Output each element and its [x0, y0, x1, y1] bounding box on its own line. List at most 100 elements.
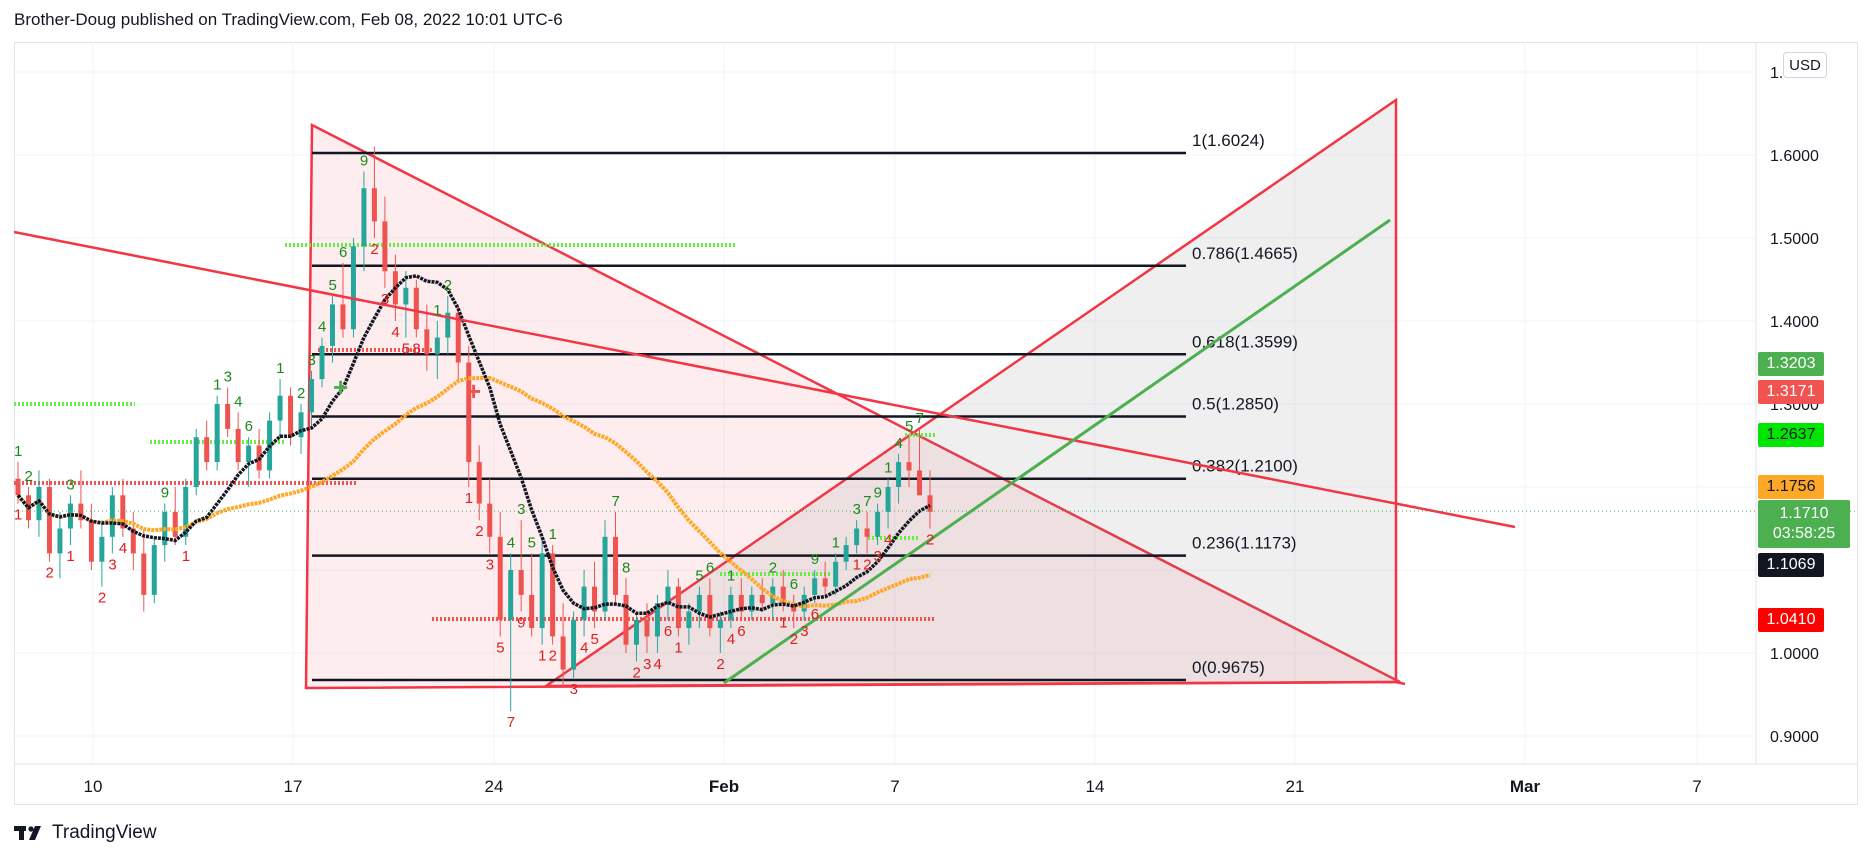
candle-body	[172, 511, 178, 537]
candle-body	[770, 586, 776, 604]
price-tag-4: 1.1756	[1758, 475, 1824, 499]
candle-body	[854, 528, 860, 546]
downtrend-line	[13, 230, 1516, 529]
candle-body	[654, 603, 660, 637]
count-label-red: 3	[108, 556, 116, 573]
time-tick-label: Feb	[709, 777, 739, 796]
fib-level-label: 0.786(1.4665)	[1192, 244, 1298, 263]
count-label-green: 5	[905, 418, 913, 435]
price-tick-label: 0.9000	[1770, 729, 1819, 746]
count-label-red: 4	[884, 532, 892, 549]
candle-body	[99, 536, 105, 562]
count-label-red: 2	[926, 532, 934, 549]
bar-countdown: 03:58:25	[1772, 525, 1836, 542]
candle-body	[571, 619, 577, 670]
candle-body	[382, 221, 388, 272]
time-tick-label: 14	[1086, 777, 1105, 796]
candle-body	[581, 586, 587, 620]
price-tag-6: 1.1069	[1758, 553, 1824, 577]
count-label-red: 4	[653, 656, 661, 673]
cross-marker-green: +	[333, 372, 348, 402]
candle-body	[424, 329, 430, 355]
candle-body	[487, 503, 493, 537]
price-tag-1: 1.3203	[1758, 352, 1824, 376]
count-label-red: 5	[591, 631, 599, 648]
currency-button[interactable]: USD	[1783, 52, 1827, 78]
candle-body	[885, 487, 891, 512]
fib-level-label: 0.5(1.2850)	[1192, 394, 1279, 413]
count-label-red: 3	[381, 291, 389, 308]
moving-averages	[16, 273, 931, 619]
candle-body	[717, 619, 723, 629]
count-label-green: 1	[213, 377, 221, 394]
count-label-green: 5	[528, 534, 536, 551]
time-tick-label: Mar	[1510, 777, 1541, 796]
candle-body	[46, 487, 52, 554]
fib-level-label: 0.382(1.2100)	[1192, 457, 1298, 476]
count-label-red: 1	[66, 548, 74, 565]
count-label-red: 3	[570, 681, 578, 698]
price-tick-label: 1.5000	[1770, 231, 1819, 248]
count-label-green: 5	[695, 568, 703, 585]
candle-body	[403, 287, 409, 305]
count-label-green: 4	[234, 393, 242, 410]
candle-body	[875, 511, 881, 537]
price-tag-3: 1.2637	[1758, 423, 1824, 447]
count-label-red: 4	[119, 540, 127, 557]
candle-body	[57, 528, 63, 554]
candle-body	[833, 561, 839, 587]
candle-body	[822, 578, 828, 587]
candle-body	[613, 536, 619, 595]
footer-brand[interactable]: TradingView	[52, 822, 157, 843]
candle-body	[67, 503, 73, 529]
time-axis: 10 17 24 Feb 7 14 21 Mar 7	[84, 777, 1702, 796]
candle-body	[738, 594, 744, 612]
candle-body	[550, 553, 556, 637]
candle-body	[434, 337, 440, 355]
candle-body	[749, 594, 755, 612]
time-tick-label: 7	[890, 777, 899, 796]
candle-body	[361, 188, 367, 247]
count-label-green: 1	[832, 534, 840, 551]
count-label-green: 2	[769, 559, 777, 576]
candle-body	[927, 495, 933, 512]
count-label-red: 2	[863, 556, 871, 573]
count-label-red: 2	[370, 241, 378, 258]
count-label-green: 4	[507, 534, 515, 551]
candle-body	[319, 345, 325, 380]
fib-level-label: 1(1.6024)	[1192, 131, 1265, 150]
time-tick-label: 17	[284, 777, 303, 796]
count-label-green: 4	[318, 319, 326, 336]
candle-body	[109, 495, 115, 537]
count-label-red: 2	[790, 631, 798, 648]
count-label-green: 1	[549, 526, 557, 543]
candle-body	[235, 428, 241, 463]
count-label-red: 2	[632, 664, 640, 681]
time-tick-label: 7	[1692, 777, 1701, 796]
fib-level-label: 0.236(1.1173)	[1192, 534, 1297, 553]
candle-body	[288, 395, 294, 438]
trend-lines: + +	[13, 218, 1856, 685]
count-label-green: 7	[612, 493, 620, 510]
count-label-red: 3	[874, 548, 882, 565]
count-label-red: 1	[182, 548, 190, 565]
chart-frame[interactable]	[14, 42, 1858, 805]
candle-body	[497, 536, 503, 620]
candle-body	[759, 594, 765, 604]
last-price-tag: 1.1710 03:58:25	[1758, 500, 1850, 548]
count-label-red: 1	[779, 615, 787, 632]
count-label-red: 4	[391, 324, 399, 341]
candle-body	[633, 619, 639, 645]
count-label-green: 9	[161, 485, 169, 502]
fibonacci-levels: 1(1.6024) 0.786(1.4665) 0.618(1.3599) 0.5(1…	[312, 131, 1298, 682]
candle-body	[529, 594, 535, 629]
candle-body	[917, 470, 923, 496]
count-label-red: 6	[664, 623, 672, 640]
candle-body	[340, 304, 346, 330]
candle-body	[696, 594, 702, 612]
candle-body	[413, 287, 419, 330]
count-label-red: 2	[475, 523, 483, 540]
candle-body	[445, 312, 451, 338]
candle-body	[665, 586, 671, 604]
